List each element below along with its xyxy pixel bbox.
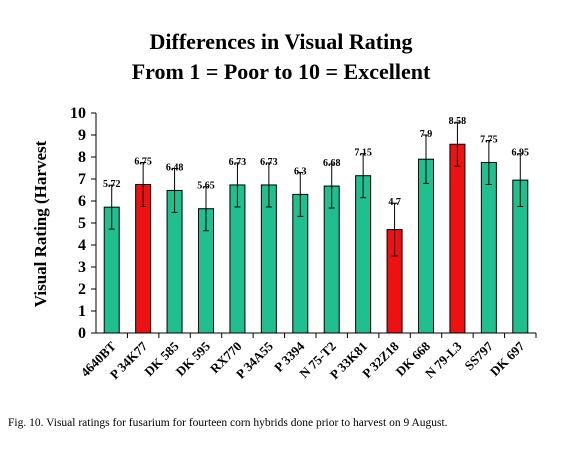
chart-title-line-1: Differences in Visual Rating xyxy=(150,29,413,54)
data-label: 5.65 xyxy=(197,181,215,192)
data-label: 5.72 xyxy=(103,179,121,190)
y-tick-label: 7 xyxy=(78,171,86,188)
data-label: 6.75 xyxy=(134,157,152,168)
data-label: 7.75 xyxy=(480,135,498,146)
y-tick-label: 5 xyxy=(78,215,86,232)
y-axis-label: Visual Rating (Harvest xyxy=(31,140,50,307)
figure-caption: Fig. 10. Visual ratings for fusarium for… xyxy=(8,417,448,429)
bar xyxy=(355,175,372,334)
data-label: 7.15 xyxy=(354,148,372,159)
data-label: 8.58 xyxy=(449,116,467,127)
y-tick-label: 10 xyxy=(70,105,86,122)
data-label: 6.73 xyxy=(229,157,247,168)
data-label: 4.7 xyxy=(388,197,401,208)
y-tick-label: 3 xyxy=(78,259,86,276)
y-tick-label: 4 xyxy=(78,237,86,254)
bar xyxy=(449,143,466,334)
data-label: 6.73 xyxy=(260,157,278,168)
data-label: 6.68 xyxy=(323,158,341,169)
x-tick-label: DK 697 xyxy=(487,338,528,379)
data-label: 6.95 xyxy=(512,148,530,159)
bar xyxy=(418,158,434,334)
y-tick-label: 6 xyxy=(78,193,86,210)
data-label: 6.48 xyxy=(166,162,184,173)
bar xyxy=(480,162,497,334)
y-tick-label: 2 xyxy=(78,281,86,298)
x-tick-label: DK 595 xyxy=(173,338,214,379)
data-label: 7.9 xyxy=(420,129,433,140)
y-tick-label: 8 xyxy=(78,149,86,166)
y-tick-label: 1 xyxy=(78,303,86,320)
chart-title-line-2: From 1 = Poor to 10 = Excellent xyxy=(132,59,431,84)
y-tick-label: 9 xyxy=(78,127,86,144)
y-tick-label: 0 xyxy=(78,325,86,342)
data-label: 6.3 xyxy=(294,166,307,177)
